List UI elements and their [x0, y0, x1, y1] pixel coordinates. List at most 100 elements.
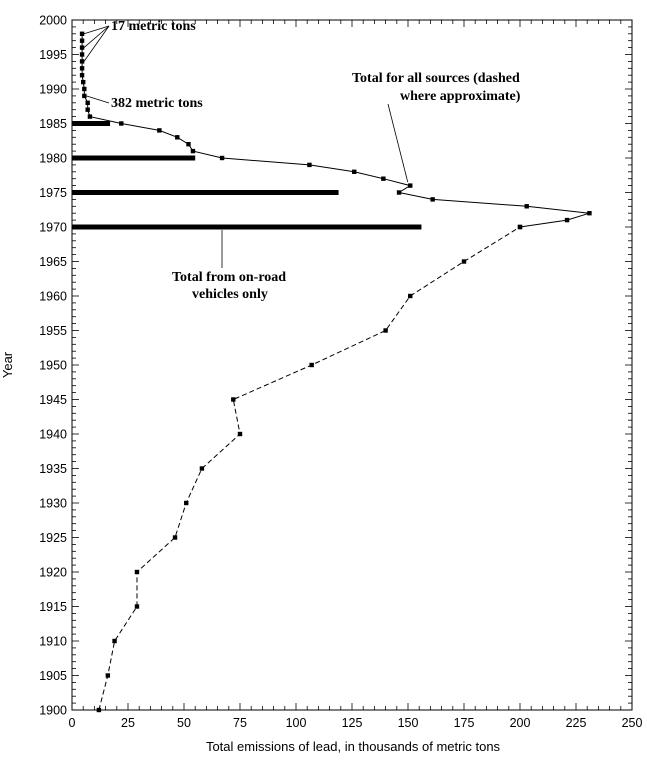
y-tick-label: 1930	[39, 497, 67, 511]
y-tick-label: 1905	[39, 669, 67, 683]
data-point-1993	[79, 66, 85, 71]
data-point-1965	[461, 259, 467, 264]
on-road-bars	[72, 121, 422, 230]
data-point-1984	[157, 128, 162, 133]
data-point-1998	[79, 31, 85, 36]
y-tick-label: 2000	[39, 14, 67, 28]
y-tick-label: 1985	[39, 117, 67, 131]
x-tick-label: 125	[342, 716, 363, 730]
data-point-1976	[408, 183, 413, 188]
data-point-1974	[430, 197, 435, 202]
y-tick-label: 1990	[39, 83, 67, 97]
data-point-1977	[381, 176, 386, 181]
data-point-1970	[517, 224, 523, 230]
data-point-1983	[175, 135, 180, 140]
x-tick-label: 150	[398, 716, 419, 730]
series-points	[79, 31, 592, 713]
data-point-1920	[134, 569, 140, 575]
y-tick-label: 1970	[39, 221, 67, 235]
data-point-1978	[352, 169, 357, 174]
annotation-on-road-line2: vehicles only	[192, 287, 268, 302]
annotation-on-road-line1: Total from on-road	[172, 270, 286, 285]
data-point-1930	[184, 500, 189, 506]
x-tick-label: 250	[622, 716, 643, 730]
x-tick-label: 25	[121, 716, 135, 730]
data-point-1980	[219, 155, 225, 161]
y-tick-label: 1965	[39, 255, 67, 269]
annotation-total-all-sources-line1: Total for all sources (dashed	[352, 71, 520, 86]
data-point-1955	[383, 328, 388, 333]
data-point-1973	[524, 204, 529, 209]
y-tick-label: 1955	[39, 324, 67, 338]
y-tick-label: 1995	[39, 48, 67, 62]
data-point-1910	[112, 638, 117, 644]
leader-17-metric-tons-a	[83, 25, 110, 35]
leader-17-metric-tons-c	[83, 25, 110, 62]
data-point-1935	[199, 466, 205, 471]
x-tick-label: 200	[510, 716, 531, 730]
y-tick-label: 1980	[39, 152, 67, 166]
annotation-leaders	[83, 25, 409, 268]
data-point-1950	[309, 362, 314, 368]
leader-382-metric-tons	[86, 95, 110, 104]
x-tick-label: 100	[286, 716, 307, 730]
data-point-1982	[186, 142, 191, 147]
annotation-total-all-sources-line2: where approximate)	[400, 89, 521, 104]
y-tick-label: 1940	[39, 428, 67, 442]
data-point-1979	[307, 162, 312, 168]
data-point-1986	[87, 114, 93, 119]
data-point-1960	[408, 293, 413, 299]
series-lines	[81, 33, 590, 711]
series-line-dashed	[98, 226, 521, 711]
annotation-17-metric-tons: 17 metric tons	[111, 19, 196, 34]
y-tick-label: 1910	[39, 635, 67, 649]
data-point-1945	[231, 397, 236, 402]
data-point-1981	[190, 148, 196, 154]
axis-ticks	[71, 19, 633, 711]
data-point-1990	[82, 86, 87, 92]
data-point-1988	[85, 100, 90, 105]
x-tick-label: 50	[177, 716, 191, 730]
data-point-1971	[564, 217, 570, 223]
data-point-1992	[79, 73, 85, 78]
on-road-bar-1970	[72, 224, 422, 230]
x-tick-label: 0	[69, 716, 76, 730]
data-point-1996	[79, 45, 85, 50]
data-point-1995	[79, 52, 85, 57]
y-axis-title: Year	[0, 351, 15, 378]
y-tick-label: 1975	[39, 186, 67, 200]
data-point-1997	[79, 38, 85, 43]
leader-17-metric-tons-b	[83, 25, 110, 48]
data-point-1915	[134, 604, 140, 609]
x-tick-label: 175	[454, 716, 475, 730]
y-tick-label: 1920	[39, 566, 67, 580]
data-point-1975	[396, 190, 402, 195]
x-tick-label: 75	[233, 716, 247, 730]
data-point-1972	[587, 211, 592, 216]
plot-frame	[71, 19, 633, 711]
y-tick-label: 1945	[39, 393, 67, 407]
data-point-1991	[81, 79, 86, 85]
data-point-1989	[82, 93, 87, 99]
y-tick-label: 1950	[39, 359, 67, 373]
on-road-bar-1980	[72, 155, 196, 161]
data-point-1905	[105, 673, 111, 678]
y-tick-label: 1900	[39, 704, 67, 718]
on-road-bar-1985	[72, 121, 111, 126]
on-road-bar-1975	[72, 190, 339, 195]
data-point-1994	[79, 59, 85, 64]
x-tick-label: 225	[566, 716, 587, 730]
y-tick-label: 1915	[39, 600, 67, 614]
x-axis-title: Total emissions of lead, in thousands of…	[206, 739, 501, 754]
data-point-1985	[119, 121, 124, 126]
y-tick-label: 1925	[39, 531, 67, 545]
tick-labels: 0 25 50 75 100 125 150 175 200 225 250 1900 1905 1910…	[39, 14, 642, 731]
leader-total-all-sources	[387, 103, 409, 183]
annotation-382-metric-tons: 382 metric tons	[111, 96, 203, 111]
data-point-1925	[172, 535, 178, 540]
data-point-1940	[237, 431, 243, 437]
data-point-1987	[85, 107, 90, 112]
y-tick-label: 1960	[39, 290, 67, 304]
y-tick-label: 1935	[39, 462, 67, 476]
